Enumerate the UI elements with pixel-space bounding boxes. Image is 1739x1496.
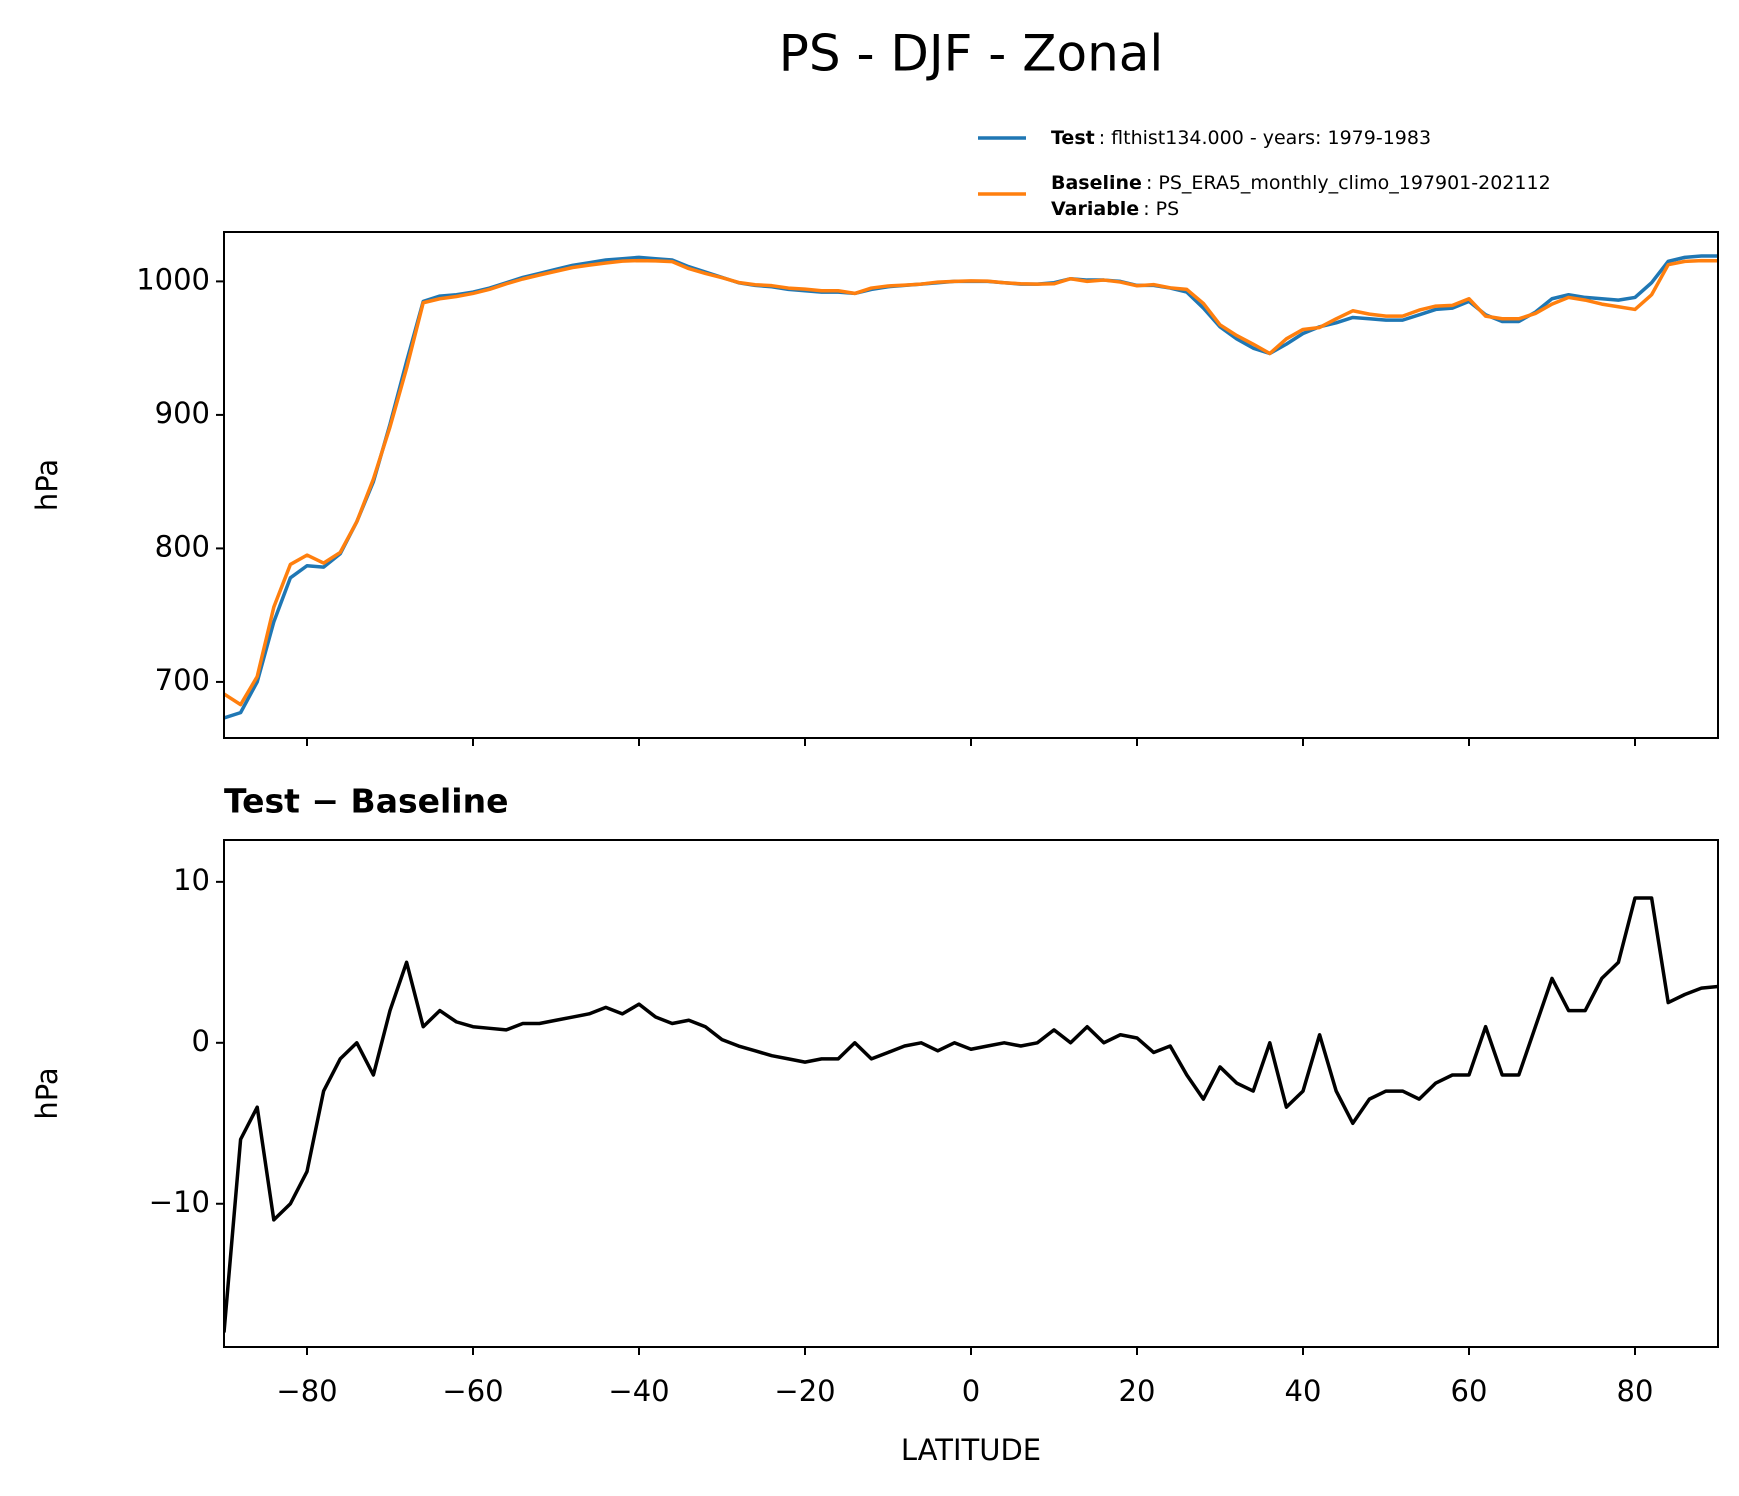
data-line xyxy=(224,896,1718,1333)
subplot-title: Test − Baseline xyxy=(224,782,509,821)
axes-frame xyxy=(223,231,1719,739)
legend-description: : PS xyxy=(1143,198,1179,220)
y-tick-label: 700 xyxy=(155,663,210,697)
x-tick-label: 0 xyxy=(962,1374,980,1408)
legend-name: Baseline xyxy=(1051,172,1142,194)
legend-entry: Test: flthist134.000 - years: 1979-1983 xyxy=(1051,127,1431,149)
figure-title: PS - DJF - Zonal xyxy=(779,25,1164,83)
legend-name: Variable xyxy=(1051,198,1139,220)
x-tick-label: 60 xyxy=(1451,1374,1488,1408)
x-tick-label: −20 xyxy=(774,1374,835,1408)
axes-frame xyxy=(223,839,1719,1348)
legend-entry: Variable: PS xyxy=(1051,198,1179,220)
y-tick-label: 10 xyxy=(173,863,210,897)
legend-entry: Baseline: PS_ERA5_monthly_climo_197901-2… xyxy=(1051,172,1551,194)
x-tick-label: −60 xyxy=(442,1374,503,1408)
legend-name: Test xyxy=(1051,127,1095,149)
x-tick-label: −40 xyxy=(608,1374,669,1408)
y-axis-label: hPa xyxy=(30,1067,64,1119)
data-line xyxy=(224,258,1718,707)
y-tick-label: −10 xyxy=(149,1185,210,1219)
y-tick-label: 900 xyxy=(155,396,210,430)
y-tick-label: 0 xyxy=(192,1024,210,1058)
y-tick-label: 1000 xyxy=(136,262,210,296)
x-tick-label: 80 xyxy=(1617,1374,1654,1408)
y-axis-label: hPa xyxy=(30,459,64,511)
y-tick-label: 800 xyxy=(155,529,210,563)
legend-description: : PS_ERA5_monthly_climo_197901-202112 xyxy=(1146,172,1551,194)
legend-description: : flthist134.000 - years: 1979-1983 xyxy=(1099,127,1431,149)
x-tick-label: −80 xyxy=(276,1374,337,1408)
x-axis-label: LATITUDE xyxy=(901,1433,1041,1467)
x-tick-label: 40 xyxy=(1285,1374,1322,1408)
x-tick-label: 20 xyxy=(1119,1374,1156,1408)
